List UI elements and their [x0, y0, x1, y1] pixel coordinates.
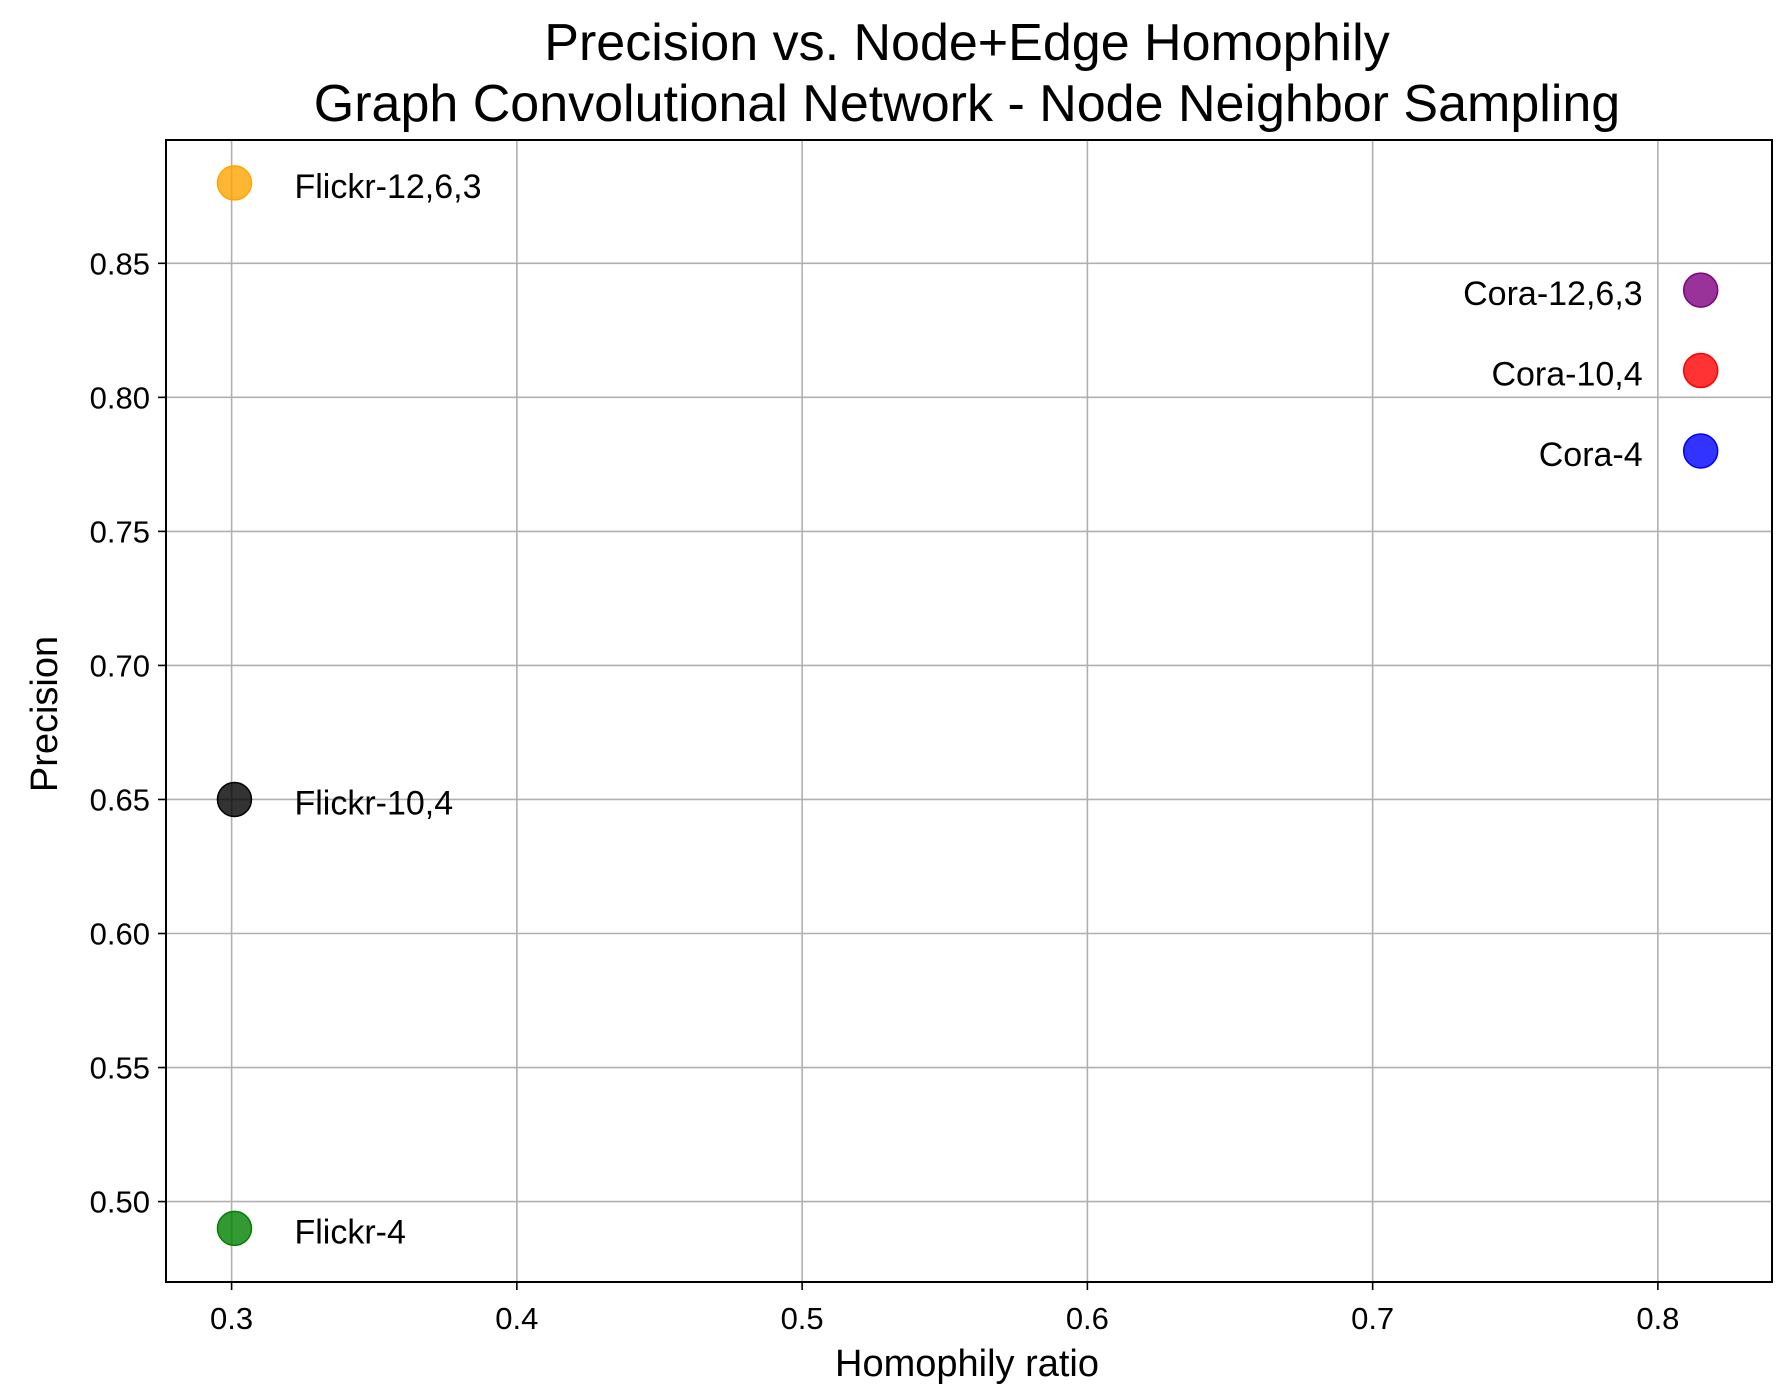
data-point	[216, 165, 253, 201]
y-tick-label: 0.70	[90, 648, 150, 683]
point-label: Flickr-10,4	[294, 784, 453, 822]
y-tick-label: 0.75	[90, 514, 150, 549]
point-label: Cora-4	[1539, 436, 1643, 474]
axis-ticks: 0.3 0.4 0.5 0.6 0.7 0.8 0.50 0.55 0.60 0.65 0.70 0.…	[90, 246, 1680, 1336]
data-point	[1682, 352, 1719, 389]
x-tick-label: 0.3	[210, 1301, 253, 1336]
chart-subtitle: Graph Convolutional Network - Node Neigh…	[314, 75, 1620, 133]
y-tick-label: 0.85	[90, 246, 150, 281]
data-point	[1682, 433, 1719, 469]
y-tick-label: 0.55	[90, 1051, 150, 1086]
chart-title: Precision vs. Node+Edge Homophily	[544, 14, 1389, 72]
point-labels: Flickr-12,6,3 Flickr-10,4 Flickr-4 Cora-12,…	[294, 168, 1642, 1251]
point-label: Cora-10,4	[1491, 356, 1642, 394]
y-axis-label: Precision	[24, 636, 66, 792]
plot-border	[165, 139, 1773, 1283]
x-axis-label: Homophily ratio	[835, 1343, 1099, 1385]
data-point	[1682, 272, 1719, 308]
x-tick-label: 0.4	[495, 1301, 538, 1336]
point-label: Flickr-4	[294, 1213, 405, 1251]
y-tick-label: 0.50	[90, 1185, 150, 1220]
x-tick-label: 0.7	[1351, 1301, 1394, 1336]
grid-layer	[166, 140, 1772, 1282]
y-tick-label: 0.65	[90, 782, 150, 817]
x-tick-label: 0.6	[1066, 1301, 1109, 1336]
point-label: Cora-12,6,3	[1463, 275, 1643, 313]
x-tick-label: 0.5	[781, 1301, 824, 1336]
plot-frame	[165, 139, 1773, 1283]
x-tick-label: 0.8	[1636, 1301, 1679, 1336]
y-tick-label: 0.80	[90, 380, 150, 415]
data-point	[216, 781, 253, 818]
data-points	[216, 165, 1719, 1247]
point-label: Flickr-12,6,3	[294, 168, 481, 206]
y-tick-label: 0.60	[90, 917, 150, 952]
data-point	[216, 1210, 253, 1247]
